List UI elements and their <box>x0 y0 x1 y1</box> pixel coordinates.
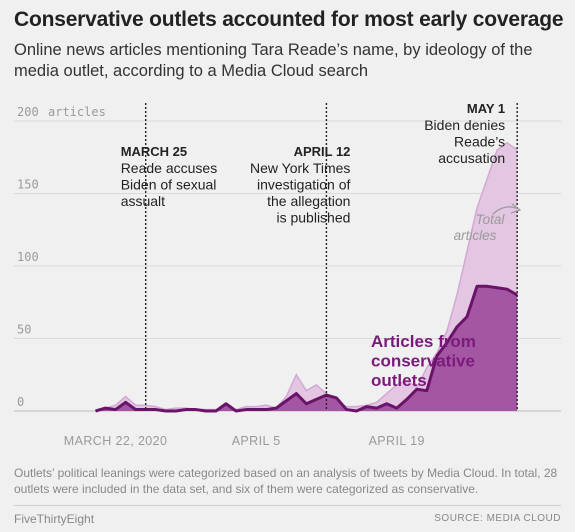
conservative-series-label: conservative <box>371 352 475 371</box>
brand-logo-text: FiveThirtyEight <box>14 512 95 526</box>
conservative-series-label: Articles from <box>371 332 476 351</box>
area-chart: 200 150 100 50 0 articles MARCH 22, 2020 APRIL … <box>14 101 561 448</box>
x-tick-label: MARCH 22, 2020 <box>64 434 168 448</box>
event-description-line: investigation of <box>257 177 351 193</box>
event-description-line: the allegation <box>267 193 350 209</box>
x-tick-label: APRIL 19 <box>369 434 425 448</box>
event-date-label: APRIL 12 <box>294 144 351 159</box>
event-description-line: Reade’s <box>454 134 505 150</box>
y-tick-label: 200 <box>17 105 39 119</box>
conservative-line <box>95 284 518 413</box>
x-tick-label: APRIL 5 <box>232 434 281 448</box>
y-tick-label: 0 <box>17 395 24 409</box>
y-tick-label: 100 <box>17 250 39 264</box>
event-description-line: Biden denies <box>424 117 505 133</box>
event-date-label: MAY 1 <box>467 101 505 116</box>
event-description-line: is published <box>276 210 350 226</box>
event-description-line: Biden of sexual <box>121 177 217 193</box>
conservative-series-label: outlets <box>371 371 427 390</box>
event-description-line: New York Times <box>250 160 350 176</box>
event-date-label: MARCH 25 <box>121 144 187 159</box>
source-note: SOURCE: MEDIA CLOUD <box>434 513 561 524</box>
y-tick-label: 150 <box>17 178 39 192</box>
conservative-area <box>95 286 518 411</box>
arrowhead-icon <box>510 203 522 214</box>
total-articles-label: Total <box>476 212 506 227</box>
event-description-line: accusation <box>438 150 505 166</box>
footer-divider <box>14 505 561 506</box>
event-description-line: Reade accuses <box>121 160 218 176</box>
arrow-icon <box>492 206 519 215</box>
event-description-line: assualt <box>121 193 165 209</box>
chart-title: Conservative outlets accounted for most … <box>14 8 564 31</box>
chart-subtitle: Online news articles mentioning Tara Rea… <box>14 41 533 80</box>
y-tick-label: 50 <box>17 323 31 337</box>
footnote: Outlets’ political leanings were categor… <box>14 466 558 496</box>
total-articles-label: articles <box>454 228 497 243</box>
y-unit-label: articles <box>48 105 106 119</box>
